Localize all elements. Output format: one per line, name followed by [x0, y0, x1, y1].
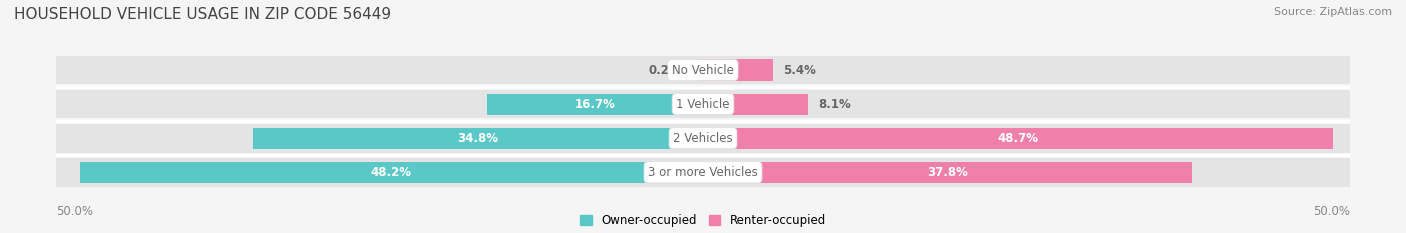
Bar: [253, 128, 703, 149]
Text: No Vehicle: No Vehicle: [672, 64, 734, 76]
Bar: [56, 90, 703, 118]
Text: 0.29%: 0.29%: [648, 64, 689, 76]
Bar: [703, 59, 773, 81]
Text: Source: ZipAtlas.com: Source: ZipAtlas.com: [1274, 7, 1392, 17]
Text: 5.4%: 5.4%: [783, 64, 815, 76]
Text: 48.7%: 48.7%: [997, 132, 1039, 145]
Bar: [703, 162, 1192, 183]
Text: 50.0%: 50.0%: [56, 205, 93, 218]
Text: 2 Vehicles: 2 Vehicles: [673, 132, 733, 145]
Bar: [486, 93, 703, 115]
Text: 3 or more Vehicles: 3 or more Vehicles: [648, 166, 758, 179]
Text: 16.7%: 16.7%: [575, 98, 616, 111]
Text: 34.8%: 34.8%: [457, 132, 499, 145]
Bar: [703, 124, 1350, 153]
Bar: [56, 56, 703, 84]
Text: 1 Vehicle: 1 Vehicle: [676, 98, 730, 111]
Text: HOUSEHOLD VEHICLE USAGE IN ZIP CODE 56449: HOUSEHOLD VEHICLE USAGE IN ZIP CODE 5644…: [14, 7, 391, 22]
Text: 37.8%: 37.8%: [927, 166, 967, 179]
Bar: [703, 56, 1350, 84]
Bar: [703, 158, 1350, 187]
Bar: [703, 93, 808, 115]
Bar: [56, 124, 703, 153]
Bar: [56, 158, 703, 187]
Bar: [80, 162, 703, 183]
Bar: [699, 59, 703, 81]
Text: 8.1%: 8.1%: [818, 98, 851, 111]
Text: 48.2%: 48.2%: [371, 166, 412, 179]
Bar: [703, 128, 1333, 149]
Text: 50.0%: 50.0%: [1313, 205, 1350, 218]
Legend: Owner-occupied, Renter-occupied: Owner-occupied, Renter-occupied: [579, 214, 827, 227]
Bar: [703, 90, 1350, 118]
